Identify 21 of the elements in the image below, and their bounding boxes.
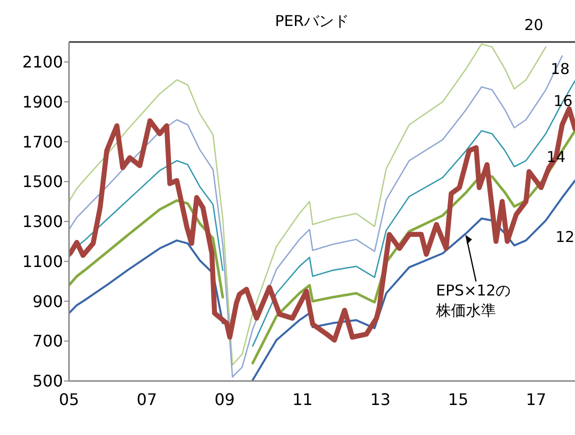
x-tick-label: 15 (448, 390, 468, 409)
x-tick-label: 11 (292, 390, 313, 409)
x-tick-label: 07 (136, 390, 158, 409)
y-tick-label: 2100 (22, 52, 63, 72)
y-tick-label: 1900 (22, 92, 63, 112)
y-tick-label: 1700 (22, 132, 63, 152)
y-tick-label: 1100 (22, 252, 63, 271)
chart-title: PERバンド (275, 12, 349, 30)
y-tick-label: 500 (32, 372, 63, 391)
y-tick-label: 1300 (22, 212, 63, 232)
y-tick-label: 1500 (22, 172, 63, 192)
series-label: 20 (524, 16, 544, 34)
y-tick-label: 700 (32, 332, 63, 351)
x-tick-label: 09 (214, 390, 235, 409)
annotation: EPS×12の株価水準 (435, 281, 511, 320)
series-label: 12 (555, 228, 575, 246)
x-tick-label: 13 (370, 390, 391, 409)
series-label: 18 (550, 60, 570, 78)
y-tick-label: 900 (32, 292, 63, 311)
x-tick-label: 17 (526, 390, 546, 409)
x-tick-label: 05 (58, 390, 80, 409)
